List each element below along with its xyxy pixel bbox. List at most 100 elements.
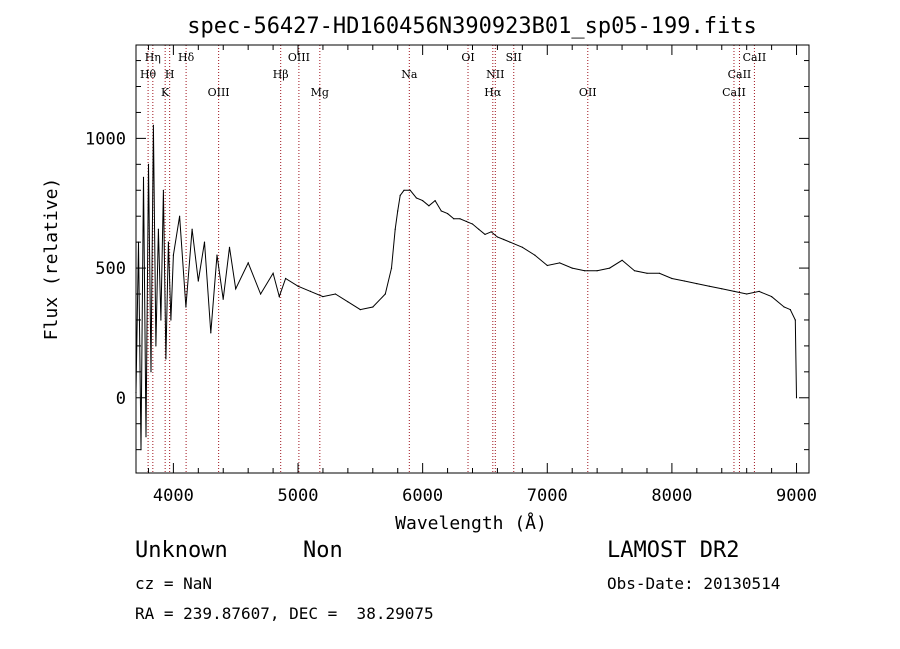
line-label-8: Mg: [311, 86, 329, 99]
spectrum-point-0-3: [142, 176, 145, 178]
line-label-2: H: [165, 68, 175, 81]
spectrum-point-0-45: [415, 197, 417, 199]
coordinates: RA = 239.87607, DEC = 38.29075: [135, 604, 434, 623]
line-label-13: OII: [579, 86, 597, 99]
spectrum-point-0-38: [384, 293, 386, 295]
spectrum-point-0-47: [428, 205, 430, 207]
x-tick-label-5000: 5000: [278, 486, 319, 506]
spectrum-point-0-16: [179, 215, 181, 217]
spectrum-point-0-73: [671, 277, 673, 280]
spectrum-point-0-56: [484, 233, 486, 235]
spectrum-point-0-54: [471, 223, 474, 225]
spectrum-point-0-71: [646, 272, 648, 274]
spectrum-point-0-7: [152, 124, 154, 126]
line-label-10: OI: [461, 51, 474, 64]
survey-name: LAMOST DR2: [607, 538, 740, 563]
spectrum-point-0-32: [309, 290, 312, 292]
spectrum-point-0-60: [509, 241, 511, 243]
spectrum-point-0-37: [372, 306, 374, 308]
spectrum-point-0-81: [771, 296, 773, 298]
line-label-5: OIII: [208, 86, 230, 99]
spectrum-point-0-5: [147, 163, 150, 165]
x-tick-label-6000: 6000: [402, 486, 443, 506]
object-subclass: Non: [303, 538, 343, 563]
spectrum-point-0-17: [185, 306, 187, 308]
spectrum-line-0: [135, 125, 797, 450]
spectrum-point-0-80: [758, 290, 760, 292]
x-tick-label-7000: 7000: [527, 486, 568, 506]
spectrum-point-0-39: [390, 267, 393, 269]
spectrum-point-0-77: [721, 288, 723, 290]
spectrum-point-0-52: [459, 218, 461, 220]
spectrum-point-0-34: [334, 293, 336, 295]
spectrum-point-0-48: [434, 200, 436, 202]
spectrum-point-0-41: [397, 210, 399, 212]
spectrum-point-0-35: [347, 301, 349, 303]
spectrum-point-0-76: [708, 285, 710, 287]
line-label-15: CaII: [743, 51, 767, 64]
spectrum-point-0-50: [447, 213, 449, 215]
spectrum-point-0-42: [399, 194, 401, 196]
spectrum-point-0-8: [155, 345, 157, 347]
spectrum-point-0-36: [359, 309, 361, 311]
line-label-7: Hβ: [273, 68, 289, 81]
spectrum-point-0-29: [278, 296, 280, 298]
spectrum-point-0-46: [422, 200, 424, 202]
spectrum-point-0-12: [165, 358, 167, 360]
spectrum-point-0-85: [795, 397, 798, 399]
spectrum-point-0-63: [546, 264, 548, 267]
spectrum-point-0-19: [197, 280, 199, 282]
line-label-17: CaII: [722, 86, 746, 99]
redshift-cz: cz = NaN: [135, 574, 213, 593]
line-label-14: SII: [506, 51, 522, 64]
spectrum-point-0-18: [191, 228, 193, 230]
spectrum-point-0-78: [733, 290, 735, 292]
x-tick-label-8000: 8000: [651, 486, 692, 506]
spectrum-point-0-66: [584, 270, 586, 272]
line-label-4: Hδ: [178, 51, 195, 64]
spectrum-point-0-70: [633, 270, 636, 272]
spectrum-point-0-44: [409, 189, 411, 191]
spectrum-point-0-20: [203, 241, 206, 243]
axes: 4000 5000 6000 7000 8000 9000 0 500 1000: [85, 45, 817, 506]
line-label-9: Na: [401, 68, 418, 81]
line-label-0: Hη: [145, 51, 161, 64]
spectrum-point-0-83: [789, 309, 791, 311]
spectrum-point-0-25: [235, 288, 237, 290]
spectrum-point-0-24: [228, 246, 231, 248]
line-label-16: CaII: [728, 68, 752, 81]
spectrum-point-0-84: [794, 319, 796, 321]
spectrum-point-0-69: [621, 259, 623, 261]
spectrum-point-0-57: [490, 231, 492, 233]
spectrum-point-0-31: [297, 285, 299, 287]
x-tick-label-4000: 4000: [153, 486, 194, 506]
x-tick-label-9000: 9000: [776, 486, 817, 506]
spectrum-point-0-33: [322, 296, 324, 298]
spectrum-point-0-15: [172, 254, 174, 256]
spectral-line-markers: Hη Hθ HK Hδ OIII OIII Hβ Mg Na OI NII Hα OII SII CaII C…: [140, 45, 766, 473]
spectrum-point-0-62: [534, 254, 536, 256]
spectrum-point-0-72: [658, 272, 661, 274]
y-tick-label-500: 500: [95, 259, 126, 279]
spectrum-point-0-58: [496, 236, 498, 238]
plot-frame: [135, 44, 810, 474]
spectrum-point-0-59: [503, 238, 505, 241]
spectrum-point-0-68: [609, 267, 611, 269]
spectrum-point-0-26: [247, 262, 249, 264]
spectrum-point-0-27: [260, 293, 262, 295]
spectrum-point-0-30: [285, 277, 287, 280]
spectrum-point-0-64: [559, 262, 561, 264]
spectrum-point-0-49: [440, 210, 442, 212]
line-label-6: OIII: [288, 51, 310, 64]
spectrum-point-0-61: [521, 246, 524, 248]
y-tick-label-1000: 1000: [85, 129, 126, 149]
spectrum-point-0-4: [145, 436, 147, 438]
spectrum-point-0-10: [160, 319, 162, 321]
spectrum-point-0-79: [746, 293, 748, 295]
spectrum-point-0-6: [150, 371, 152, 373]
spectrum-point-0-74: [683, 280, 686, 282]
spectrum-point-0-28: [272, 272, 274, 274]
spectrum-point-0-11: [162, 189, 164, 191]
spectrum-point-0-40: [394, 228, 396, 230]
